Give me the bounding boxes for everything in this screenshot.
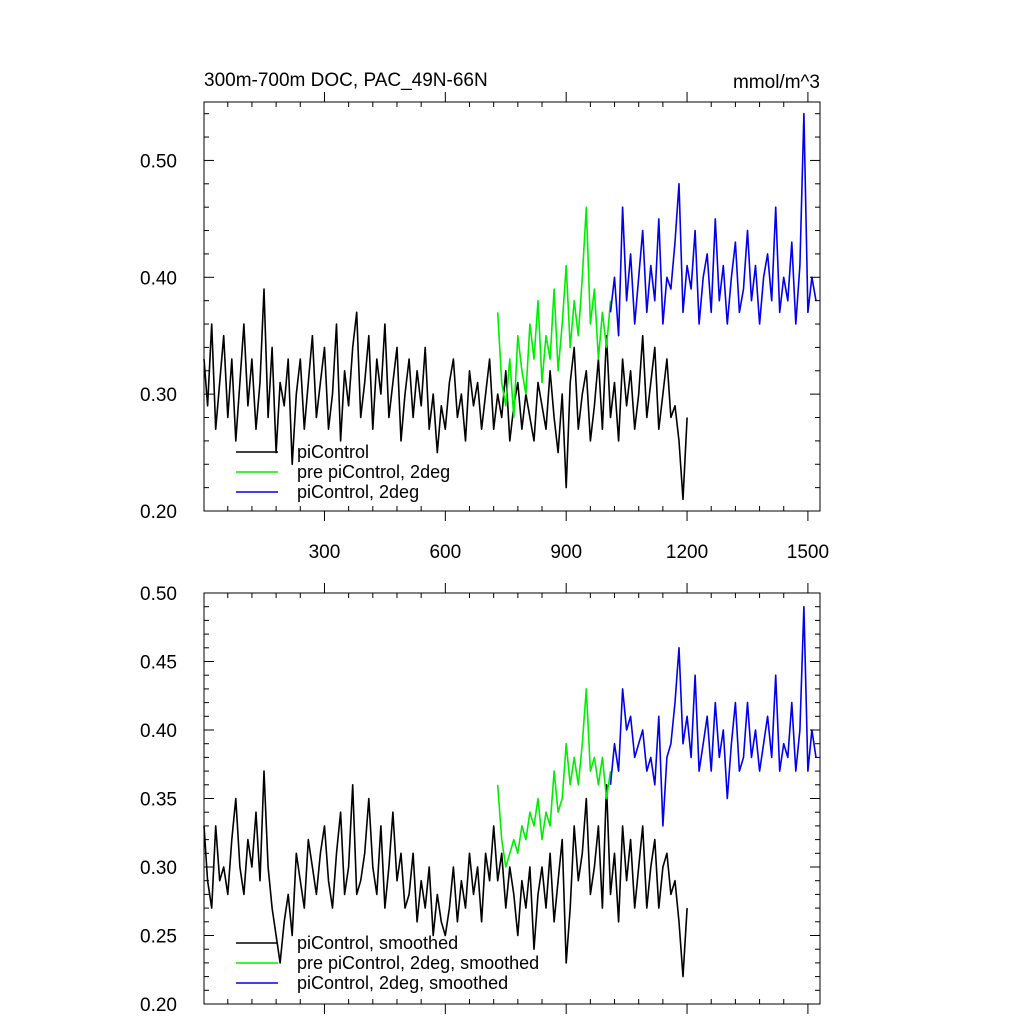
bottom-ytick-label: 0.20 — [140, 995, 177, 1016]
top-ticks-group: 300 600 900 1200 1500 0.20 0.30 0.40 0.50 — [140, 92, 829, 563]
top-series-line-0 — [203, 288, 688, 501]
bottom-ytick-label: 0.50 — [140, 584, 177, 605]
top-ytick-label: 0.50 — [140, 151, 177, 172]
bottom-series-line-0 — [203, 770, 688, 978]
bottom-series-line-2 — [609, 605, 817, 827]
top-ytick-label: 0.20 — [140, 502, 177, 523]
top-ytick-label: 0.30 — [140, 385, 177, 406]
top-xtick-label: 600 — [429, 542, 461, 563]
bottom-ytick-label: 0.25 — [140, 927, 177, 948]
top-legend-label-1: pre piControl, 2deg — [297, 462, 450, 482]
top-legend-label-0: piControl — [297, 442, 369, 462]
top-plot-frame — [203, 101, 821, 512]
bottom-legend-label-2: piControl, 2deg, smoothed — [297, 973, 508, 993]
top-xtick-label: 1200 — [666, 542, 708, 563]
top-series-line-1 — [496, 206, 612, 419]
top-xtick-label: 900 — [550, 542, 582, 563]
top-ytick-label: 0.40 — [140, 268, 177, 289]
bottom-ytick-label: 0.35 — [140, 790, 177, 811]
bottom-ytick-label: 0.40 — [140, 721, 177, 742]
bottom-ytick-label: 0.30 — [140, 858, 177, 879]
top-panel: 300m-700m DOC, PAC_49N-66N mmol/m^3 300 6… — [140, 70, 829, 563]
top-legend-label-2: piControl, 2deg — [297, 482, 419, 502]
top-series-line-2 — [609, 112, 817, 337]
bottom-series-line-1 — [496, 688, 612, 868]
bottom-legend-label-0: piControl, smoothed — [297, 933, 458, 953]
top-xtick-label: 1500 — [787, 542, 829, 563]
top-xtick-label: 300 — [309, 542, 341, 563]
top-series-group — [203, 112, 817, 501]
top-chart-units: mmol/m^3 — [733, 72, 820, 93]
bottom-ytick-label: 0.45 — [140, 653, 177, 674]
bottom-ticks-group: 0.20 0.25 0.30 0.35 0.40 0.45 0.50 — [140, 583, 820, 1016]
bottom-plot-frame — [203, 592, 821, 1005]
top-chart-title: 300m-700m DOC, PAC_49N-66N — [204, 70, 488, 91]
bottom-legend-label-1: pre piControl, 2deg, smoothed — [297, 953, 539, 973]
bottom-series-group — [203, 605, 817, 978]
bottom-panel: 0.20 0.25 0.30 0.35 0.40 0.45 0.50 piControl, … — [140, 583, 821, 1016]
